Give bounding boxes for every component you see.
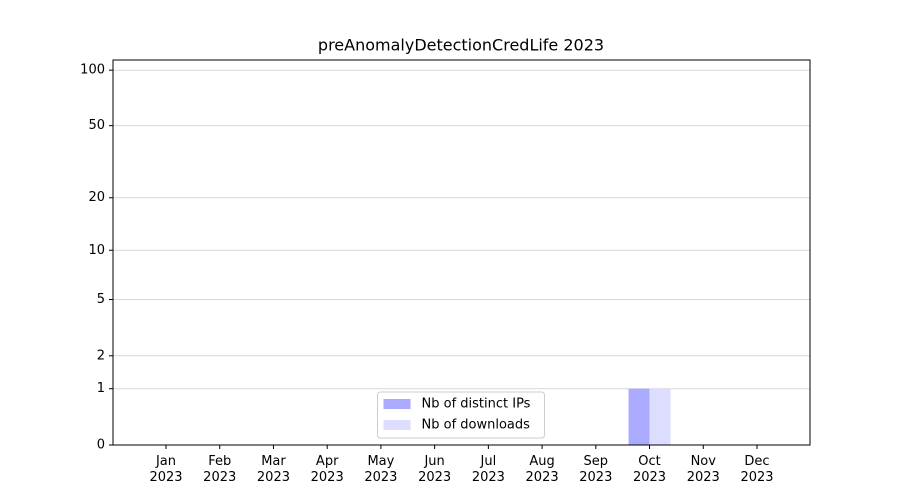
x-tick-label: Jan 2023 xyxy=(149,454,182,485)
legend-label: Nb of distinct IPs xyxy=(422,397,531,412)
y-tick-label: 100 xyxy=(80,63,105,78)
x-tick-label: Oct 2023 xyxy=(633,454,666,485)
x-tick-label: Sep 2023 xyxy=(579,454,612,485)
legend-swatch xyxy=(383,399,411,409)
legend-swatch xyxy=(383,420,411,430)
x-tick-label: Aug 2023 xyxy=(526,454,559,485)
x-tick-label: Apr 2023 xyxy=(311,454,344,485)
y-tick-label: 1 xyxy=(97,381,105,396)
y-tick-label: 5 xyxy=(97,292,105,307)
x-tick-label: Nov 2023 xyxy=(687,454,720,485)
y-tick-label: 50 xyxy=(88,118,105,133)
plot-frame xyxy=(112,59,811,446)
x-tick-label: Jun 2023 xyxy=(418,454,451,485)
x-tick-label: May 2023 xyxy=(364,454,397,485)
bar xyxy=(649,388,671,445)
legend-box xyxy=(377,391,545,439)
x-tick-label: Feb 2023 xyxy=(203,454,236,485)
chart-title: preAnomalyDetectionCredLife 2023 xyxy=(318,36,604,55)
legend-label: Nb of downloads xyxy=(422,418,531,433)
y-tick-label: 10 xyxy=(88,243,105,258)
x-tick-label: Dec 2023 xyxy=(740,454,773,485)
y-tick-label: 0 xyxy=(97,438,105,453)
y-tick-label: 20 xyxy=(88,190,105,205)
x-tick-label: Mar 2023 xyxy=(257,454,290,485)
x-tick-label: Jul 2023 xyxy=(472,454,505,485)
y-tick-label: 2 xyxy=(97,348,105,363)
bar xyxy=(628,388,650,445)
